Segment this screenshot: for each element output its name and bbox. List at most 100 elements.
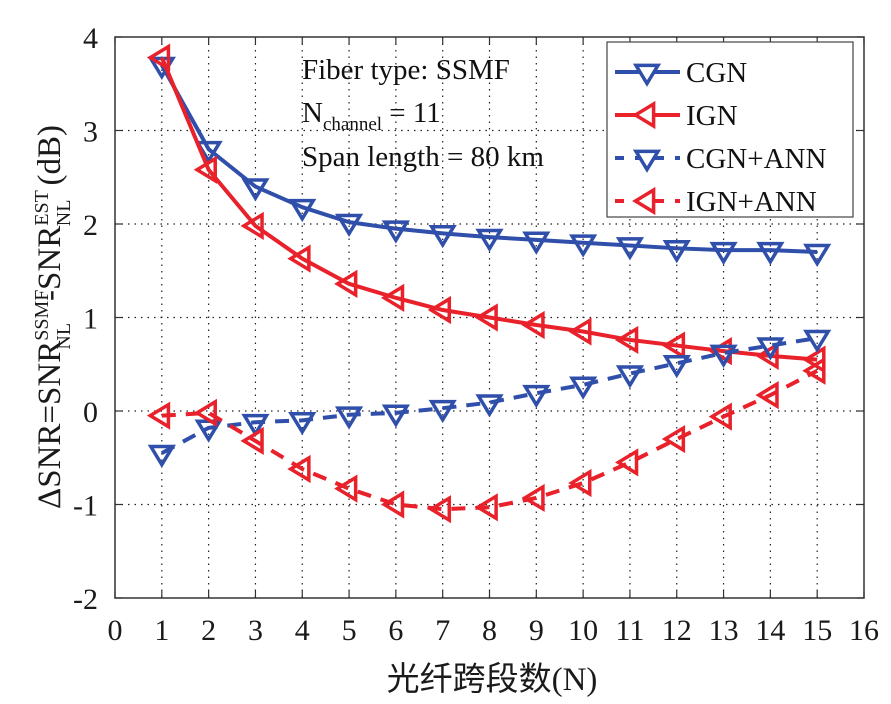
data-point [661,331,686,360]
legend-marker [632,149,662,173]
data-point [756,241,785,266]
data-point [569,234,598,258]
x-tick-label: 13 [709,614,739,647]
legend-label: CGN [686,57,747,89]
series-line [160,336,818,455]
x-tick-label: 9 [529,614,544,647]
data-point [521,483,545,513]
data-point [756,337,785,361]
axis-ticks [114,36,865,599]
data-point [381,404,410,428]
annotation-fiber-type: Fiber type: SSMF [302,54,510,86]
data-point [334,474,358,503]
legend-entry: CGN+ANN [615,143,826,175]
data-point [428,399,457,424]
data-point [662,354,691,379]
y-tick-label: 1 [83,303,98,336]
data-point [288,412,317,436]
y-tick-label: 4 [83,22,98,55]
y-tick-labels: -2 -1 0 1 2 3 4 [73,22,98,616]
data-point [474,303,498,332]
data-point [146,401,171,430]
legend-entry: IGN [615,100,738,132]
annotation-span-length: Span length = 80 km [302,141,544,173]
series-line [160,64,818,255]
x-tick-label: 15 [802,614,832,647]
data-point [615,325,639,355]
data-point [380,283,405,312]
y-axis-title: ΔSNR=SNRSSMFNL-SNRESTNL(dB) [31,125,75,509]
data-point [147,444,176,469]
y-tick-label: -1 [73,490,98,523]
data-point [522,384,551,409]
data-point [709,241,738,266]
data-point [569,376,598,400]
x-axis-title: 光纤跨段数(N) [387,661,598,698]
x-tick-label: 14 [755,614,785,647]
data-point [803,243,832,267]
legend-marker [632,100,656,130]
nchannel-main: N [302,97,323,129]
data-point [334,213,364,238]
annotation-block: Fiber type: SSMF Nchannel = 11 Span leng… [302,54,544,173]
data-point [661,424,686,454]
data-point [381,220,410,244]
x-tick-label: 6 [388,614,403,647]
data-point [475,394,504,418]
series-ign [146,43,826,374]
ylabel-mid: -SNR [32,226,68,301]
data-point [475,228,504,253]
data-point [288,198,317,223]
data-point [709,344,738,368]
x-tick-label: 1 [154,614,169,647]
data-point [615,237,645,261]
data-point [802,356,826,385]
data-point [427,495,452,524]
nchannel-sub: channel [323,114,382,135]
data-point [521,310,545,340]
data-point [568,468,592,498]
x-tick-label: 11 [615,614,644,647]
ylabel-sup1: SSMF [31,290,53,341]
data-point [615,365,645,389]
data-point [241,413,270,438]
series-layer [146,43,832,524]
legend-entry: CGN [615,57,747,89]
ylabel-sub2: NL [53,200,75,227]
series-line [159,56,818,362]
data-point [568,317,592,346]
series-line [161,369,819,512]
y-tick-label: 2 [83,209,98,242]
nchannel-rest: = 11 [382,97,441,129]
data-point [380,490,405,519]
x-tick-label: 7 [435,614,450,647]
x-tick-label: 4 [295,614,310,647]
data-point [474,493,498,522]
x-tick-label: 3 [248,614,263,647]
x-tick-label: 10 [568,614,598,647]
y-tick-label: 0 [83,396,98,429]
legend: CGN IGN CGN+ANN IGN+ANN [606,41,854,218]
x-tick-label: 5 [342,614,357,647]
ylabel-sup2: EST [31,190,53,226]
data-point [334,406,364,430]
legend-entry: IGN+ANN [615,186,817,218]
series-cgn [147,56,832,267]
data-point [241,178,270,202]
data-point [428,225,457,249]
data-point [240,426,264,456]
x-tick-label: 12 [662,614,692,647]
series-ign-plus-ann [146,356,826,524]
ylabel-suffix: (dB) [32,125,68,186]
data-point [427,295,452,325]
data-point [803,329,832,353]
data-point [334,269,358,298]
x-tick-label: 0 [108,614,123,647]
data-point [193,155,217,184]
legend-marker [632,63,662,87]
legend-marker [632,186,656,216]
y-tick-label: 3 [83,116,98,149]
legend-label: IGN+ANN [686,186,817,218]
ylabel-prefix: ΔSNR=SNR [32,341,68,509]
